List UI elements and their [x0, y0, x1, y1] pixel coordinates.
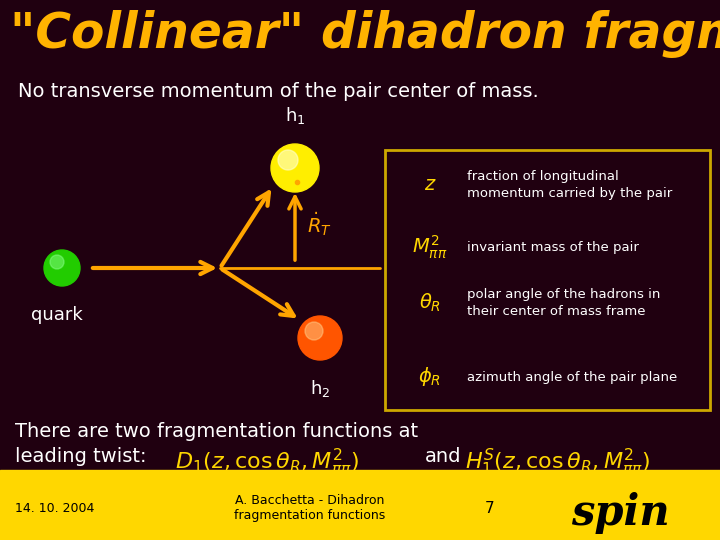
Text: A. Bacchetta - Dihadron
fragmentation functions: A. Bacchetta - Dihadron fragmentation fu…	[235, 495, 386, 523]
Text: 7: 7	[485, 501, 495, 516]
Text: $\phi_R$: $\phi_R$	[418, 366, 441, 388]
Text: $D_1(z, \cos\theta_R, M^2_{\pi\pi})$: $D_1(z, \cos\theta_R, M^2_{\pi\pi})$	[175, 447, 359, 478]
Text: $H^S_1(z, \cos\theta_R, M^2_{\pi\pi})$: $H^S_1(z, \cos\theta_R, M^2_{\pi\pi})$	[465, 447, 650, 478]
Circle shape	[305, 322, 323, 340]
Text: azimuth angle of the pair plane: azimuth angle of the pair plane	[467, 370, 678, 383]
Circle shape	[44, 250, 80, 286]
Text: 14. 10. 2004: 14. 10. 2004	[15, 502, 94, 515]
Text: $M^2_{\pi\pi}$: $M^2_{\pi\pi}$	[413, 233, 448, 261]
Text: $\theta_R$: $\theta_R$	[419, 292, 441, 314]
Text: polar angle of the hadrons in
their center of mass frame: polar angle of the hadrons in their cent…	[467, 288, 660, 318]
Circle shape	[278, 150, 298, 170]
Text: invariant mass of the pair: invariant mass of the pair	[467, 240, 639, 253]
Text: fraction of longitudinal
momentum carried by the pair: fraction of longitudinal momentum carrie…	[467, 170, 672, 200]
Text: "Collinear" dihadron fragmentation: "Collinear" dihadron fragmentation	[10, 10, 720, 58]
Bar	[385, 150, 710, 410]
Bar	[0, 0, 720, 75]
Text: $\dot{R}_T$: $\dot{R}_T$	[307, 210, 332, 238]
Text: quark: quark	[31, 306, 83, 324]
Text: No transverse momentum of the pair center of mass.: No transverse momentum of the pair cente…	[18, 82, 539, 101]
Circle shape	[50, 255, 64, 269]
Bar	[0, 470, 720, 540]
Text: and: and	[425, 447, 462, 466]
Text: $z$: $z$	[423, 176, 436, 194]
Text: There are two fragmentation functions at: There are two fragmentation functions at	[15, 422, 418, 441]
Text: h$_2$: h$_2$	[310, 378, 330, 399]
Text: leading twist:: leading twist:	[15, 447, 146, 466]
Text: h$_1$: h$_1$	[285, 105, 305, 126]
Text: spin: spin	[571, 492, 670, 535]
Circle shape	[271, 144, 319, 192]
Circle shape	[298, 316, 342, 360]
